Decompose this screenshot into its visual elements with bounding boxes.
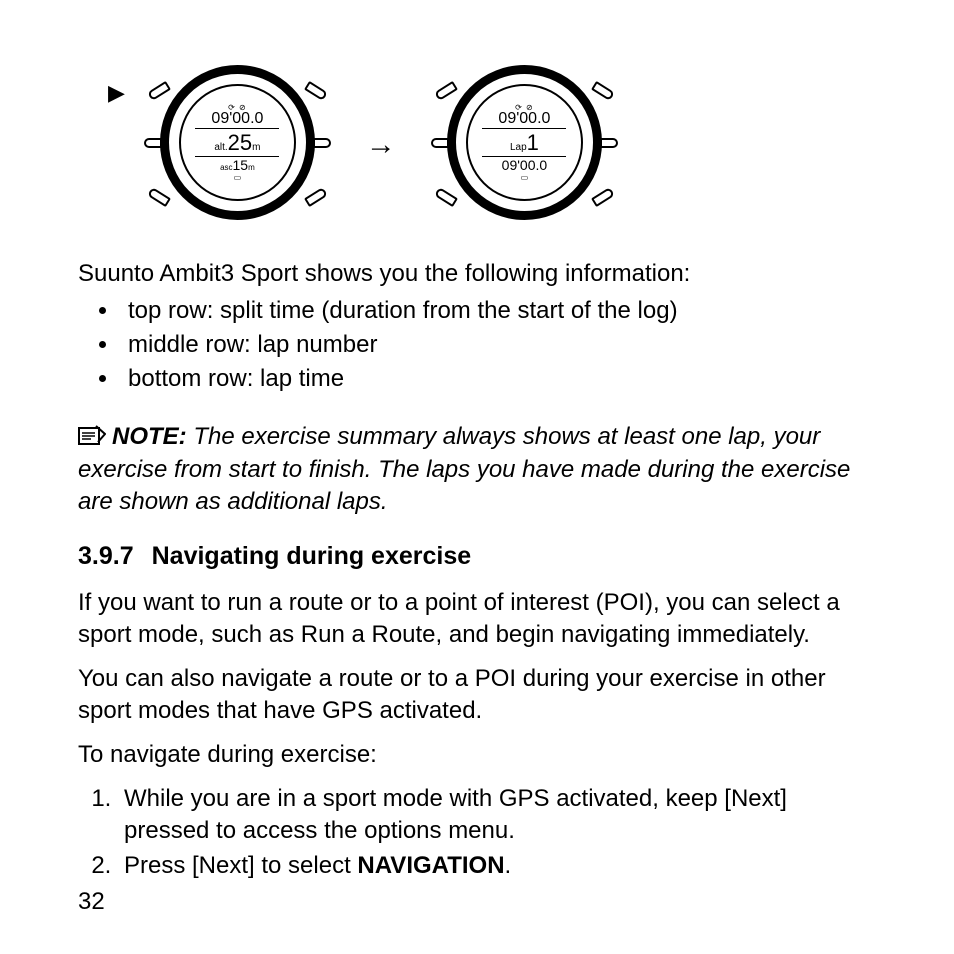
step2-post: . xyxy=(505,852,512,879)
watch2-bot-value: 09'00.0 xyxy=(502,157,548,173)
watch-illustration-row: ▶ ⟳ ⊘ 09'00.0 alt.25m asc15m ▭ → xyxy=(108,60,876,230)
list-item: While you are in a sport mode with GPS a… xyxy=(118,783,876,848)
watch1-middle-row: alt.25m xyxy=(195,128,279,157)
watch1-top-row: 09'00.0 xyxy=(211,111,263,127)
step2-pre: Press [Next] to select xyxy=(124,852,357,879)
page-number: 32 xyxy=(78,888,105,916)
paragraph-3: To navigate during exercise: xyxy=(78,739,876,771)
section-title: Navigating during exercise xyxy=(152,542,472,570)
watch-diagram-1: ⟳ ⊘ 09'00.0 alt.25m asc15m ▭ xyxy=(135,60,340,230)
list-item: Press [Next] to select NAVIGATION. xyxy=(118,850,876,882)
watch1-bottom-row: asc15m xyxy=(220,158,255,172)
paragraph-1: If you want to run a route or to a point… xyxy=(78,587,876,651)
watch-diagram-2: ⟳ ⊘ 09'00.0 Lap1 09'00.0 ▭ xyxy=(422,60,627,230)
pointer-triangle-icon: ▶ xyxy=(108,80,125,106)
list-item: top row: split time (duration from the s… xyxy=(120,294,876,328)
watch2-mid-value: 1 xyxy=(527,130,539,155)
watch1-bot-prefix: asc xyxy=(220,163,232,172)
list-item: middle row: lap number xyxy=(120,328,876,362)
section-number: 3.9.7 xyxy=(78,542,134,570)
watch1-mid-suffix: m xyxy=(252,142,260,153)
watch1-bot-value: 15 xyxy=(233,157,249,173)
watch1-battery-icon: ▭ xyxy=(234,173,242,182)
watch1-mid-value: 25 xyxy=(228,130,252,155)
note-label: NOTE: xyxy=(112,423,187,450)
intro-text: Suunto Ambit3 Sport shows you the follow… xyxy=(78,258,876,290)
watch2-mid-prefix: Lap xyxy=(510,142,527,153)
watch2-battery-icon: ▭ xyxy=(521,173,529,182)
note-icon xyxy=(78,425,106,447)
watch2-bottom-row: 09'00.0 xyxy=(502,158,548,172)
step2-bold: NAVIGATION xyxy=(357,852,504,879)
list-item: bottom row: lap time xyxy=(120,362,876,396)
manual-page: ▶ ⟳ ⊘ 09'00.0 alt.25m asc15m ▭ → xyxy=(0,0,954,954)
info-bullet-list: top row: split time (duration from the s… xyxy=(78,294,876,395)
section-heading: 3.9.7 Navigating during exercise xyxy=(78,542,876,571)
steps-list: While you are in a sport mode with GPS a… xyxy=(78,783,876,882)
watch1-mid-prefix: alt. xyxy=(214,142,227,153)
arrow-right-icon: → xyxy=(366,128,396,162)
paragraph-2: You can also navigate a route or to a PO… xyxy=(78,663,876,727)
note-body: The exercise summary always shows at lea… xyxy=(78,423,850,515)
watch2-top-row: 09'00.0 xyxy=(498,111,550,127)
watch1-bot-suffix: m xyxy=(248,163,255,172)
note-block: NOTE: The exercise summary always shows … xyxy=(78,421,876,518)
watch2-middle-row: Lap1 xyxy=(482,128,566,157)
